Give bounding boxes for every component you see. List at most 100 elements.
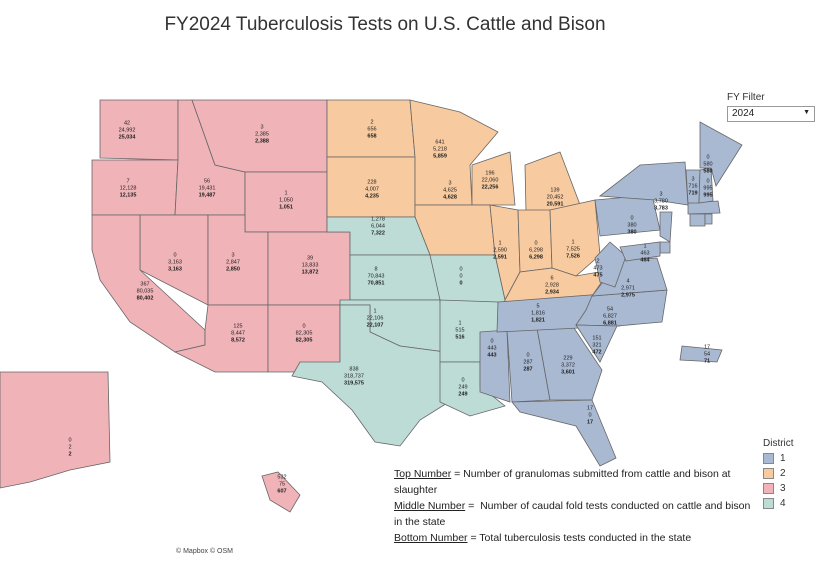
top-number: 42 — [124, 120, 130, 126]
middle-number: 54 — [704, 351, 710, 357]
note: Middle Number = Number of caudal fold te… — [394, 498, 754, 530]
bottom-number: 2,591 — [493, 254, 507, 260]
state-shape — [409, 99, 499, 206]
top-number: 4 — [626, 278, 629, 284]
top-number: 3 — [659, 191, 662, 197]
state-shape — [291, 304, 453, 447]
bottom-number: 464 — [640, 257, 650, 263]
bottom-number: 287 — [523, 366, 532, 372]
state-shape — [511, 399, 617, 467]
top-number: 641 — [435, 139, 444, 145]
top-number: 367 — [140, 281, 149, 287]
bottom-number: 20,591 — [547, 201, 564, 207]
legend-label: 4 — [780, 498, 786, 509]
small-states — [659, 200, 721, 254]
state-shape — [0, 371, 111, 489]
middle-number: 6,298 — [529, 247, 543, 253]
bottom-number: 719 — [688, 190, 697, 196]
middle-number: 995 — [703, 185, 712, 191]
note-term: Middle Number — [394, 500, 466, 512]
filter-dropdown[interactable]: 2024 ▼ — [727, 106, 815, 122]
legend-item: 2 — [763, 468, 794, 479]
middle-number: 716 — [688, 183, 697, 189]
legend-item: 3 — [763, 483, 794, 494]
top-number: 0 — [706, 178, 709, 184]
credit: © Mapbox © OSM — [176, 548, 233, 555]
state-shape — [261, 471, 301, 513]
bottom-number: 249 — [458, 391, 467, 397]
top-number: 532 — [277, 474, 286, 480]
middle-number: 4,625 — [443, 187, 457, 193]
middle-number: 318,737 — [344, 373, 364, 379]
middle-number: 3,780 — [654, 198, 668, 204]
bottom-number: 5,859 — [433, 153, 447, 159]
top-number: 0 — [526, 352, 529, 358]
bottom-number: 22,107 — [367, 322, 384, 328]
middle-number: 4,007 — [365, 186, 379, 192]
bottom-number: 472 — [592, 349, 601, 355]
bottom-number: 19,487 — [199, 192, 216, 198]
middle-number: 3,372 — [561, 362, 575, 368]
middle-number: 287 — [523, 359, 532, 365]
legend-item: 1 — [763, 453, 794, 464]
top-number: 228 — [367, 179, 376, 185]
middle-number: 8,447 — [231, 330, 245, 336]
top-number: 1 — [571, 239, 574, 245]
legend-swatch — [763, 483, 774, 494]
top-number: 6 — [550, 275, 553, 281]
legend: District 1 2 3 4 — [763, 438, 794, 509]
top-number: 229 — [563, 355, 572, 361]
bottom-number: 4,628 — [443, 194, 457, 200]
state-shape — [689, 213, 706, 227]
legend-label: 3 — [780, 483, 786, 494]
middle-number: 2,590 — [493, 247, 507, 253]
top-number: 0 — [302, 323, 305, 329]
middle-number: 75 — [279, 481, 285, 487]
state-shape — [471, 151, 516, 206]
bottom-number: 3,783 — [654, 205, 668, 211]
legend-swatch — [763, 453, 774, 464]
state-shape — [704, 213, 713, 225]
bottom-number: 6,881 — [603, 320, 617, 326]
middle-number: 20,452 — [547, 194, 564, 200]
state-labels: 4224,99225,034712,12812,1355619,43119,48… — [68, 119, 712, 494]
state-shape — [349, 254, 441, 301]
legend-label: 1 — [780, 453, 786, 464]
top-number: 7 — [126, 178, 129, 184]
filter-value: 2024 — [732, 108, 755, 119]
top-number: 196 — [485, 170, 494, 176]
middle-number: 80,035 — [137, 288, 154, 294]
bottom-number: 2,975 — [621, 292, 635, 298]
middle-number: 2,847 — [226, 259, 240, 265]
top-number: 17 — [587, 405, 593, 411]
middle-number: 22,060 — [482, 177, 499, 183]
middle-number: 2,971 — [621, 285, 635, 291]
bottom-number: 7,526 — [566, 253, 580, 259]
middle-number: 515 — [455, 327, 464, 333]
top-number: 151 — [592, 335, 601, 341]
legend-swatch — [763, 468, 774, 479]
bottom-number: 516 — [455, 334, 464, 340]
top-number: 0 — [173, 252, 176, 258]
state-shape — [594, 241, 627, 288]
bottom-number: 607 — [277, 488, 286, 494]
middle-number: 380 — [627, 222, 636, 228]
top-number: 3 — [231, 252, 234, 258]
note-text: = Total tuberculosis tests conducted in … — [467, 532, 692, 544]
middle-number: 13,833 — [302, 262, 319, 268]
middle-number: 6,827 — [603, 313, 617, 319]
bottom-number: 71 — [704, 358, 710, 364]
middle-number: 443 — [487, 345, 496, 351]
bottom-number: 319,575 — [344, 380, 364, 386]
top-number: 39 — [307, 255, 313, 261]
dropdown-arrow: ▼ — [803, 109, 810, 116]
bottom-number: 2,388 — [255, 138, 269, 144]
middle-number: 22,106 — [367, 315, 384, 321]
top-number: 0 — [706, 154, 709, 160]
top-number: 1,278 — [371, 216, 385, 222]
state-shape — [479, 329, 511, 403]
bottom-number: 8,572 — [231, 337, 245, 343]
middle-number: 0 — [588, 412, 591, 418]
top-number: 0 — [68, 437, 71, 443]
